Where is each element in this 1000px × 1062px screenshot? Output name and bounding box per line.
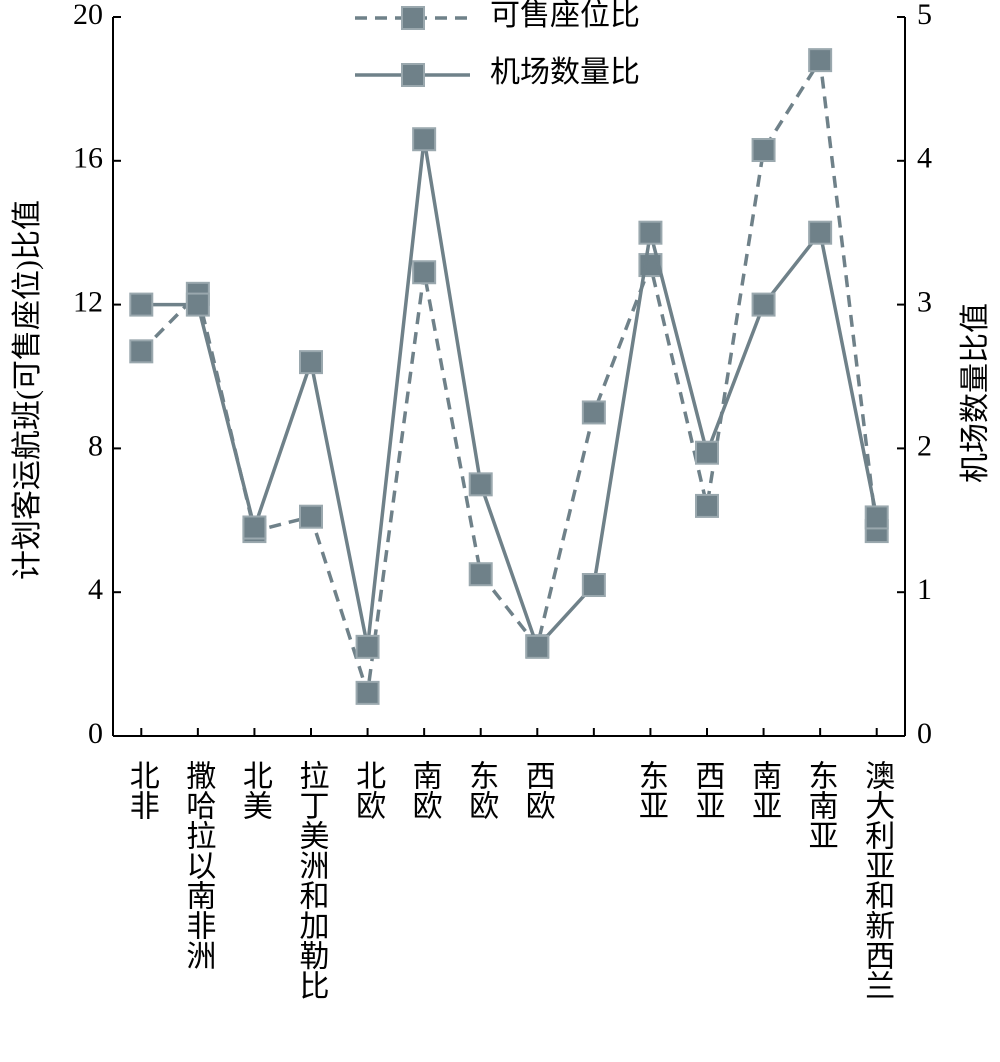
point bbox=[412, 260, 437, 285]
x-tick-label: 西亚 bbox=[691, 760, 725, 820]
y-tick-label: 20 bbox=[73, 0, 103, 31]
point bbox=[299, 504, 323, 529]
x-tick-label: 东亚 bbox=[634, 760, 668, 820]
y-tick-label: 16 bbox=[73, 142, 103, 175]
point bbox=[751, 292, 776, 317]
x-tick-label: 南亚 bbox=[747, 760, 781, 820]
x-tick-label: 澳大利亚和新西兰 bbox=[860, 760, 895, 1000]
y2-tick-label: 0 bbox=[917, 717, 932, 750]
legend-label: 机场数量比 bbox=[490, 56, 640, 89]
x-tick-label: 拉丁美洲和加勒比 bbox=[295, 760, 330, 1000]
x-tick-label: 东南亚 bbox=[804, 760, 838, 850]
x-tick-label: 撒哈拉以南非洲 bbox=[181, 760, 216, 970]
y-tick-label: 4 bbox=[88, 573, 103, 606]
point bbox=[129, 339, 154, 364]
x-tick-label: 东欧 bbox=[464, 760, 497, 820]
point bbox=[299, 350, 323, 375]
point bbox=[129, 292, 154, 317]
y-axis-title: 计划客运航班(可售座位)比值 bbox=[11, 200, 44, 580]
y-tick-label: 0 bbox=[88, 717, 103, 750]
series-line bbox=[141, 138, 879, 651]
x-tick-label: 西欧 bbox=[521, 760, 555, 820]
point bbox=[808, 48, 833, 73]
point bbox=[355, 680, 380, 705]
x-tick-label: 南欧 bbox=[408, 760, 442, 820]
point bbox=[581, 400, 606, 425]
point bbox=[468, 472, 493, 497]
y2-tick-label: 2 bbox=[917, 429, 932, 462]
point bbox=[525, 634, 550, 659]
y2-tick-label: 4 bbox=[917, 142, 932, 175]
point bbox=[468, 562, 493, 587]
y2-tick-label: 1 bbox=[917, 573, 932, 606]
point bbox=[581, 573, 606, 598]
y2-axis-title: 机场数量比值 bbox=[959, 303, 992, 483]
point bbox=[695, 493, 719, 518]
point bbox=[864, 505, 889, 530]
point bbox=[185, 292, 210, 317]
point bbox=[355, 634, 380, 659]
x-tick-label: 北美 bbox=[238, 760, 272, 820]
series-line bbox=[140, 55, 879, 694]
y2-tick-label: 5 bbox=[917, 0, 932, 31]
point bbox=[242, 515, 267, 540]
point bbox=[808, 220, 833, 245]
point bbox=[695, 440, 719, 465]
point bbox=[638, 220, 663, 245]
y-tick-label: 8 bbox=[88, 429, 103, 462]
legend-label: 可售座位比 bbox=[490, 0, 640, 32]
x-tick-label: 北欧 bbox=[351, 760, 385, 820]
point bbox=[412, 127, 437, 152]
y-tick-label: 12 bbox=[73, 285, 103, 318]
point bbox=[751, 138, 776, 163]
y2-tick-label: 3 bbox=[917, 285, 932, 318]
legend-marker bbox=[401, 6, 425, 30]
legend-marker bbox=[401, 63, 425, 87]
x-tick-label: 北非 bbox=[125, 760, 159, 820]
